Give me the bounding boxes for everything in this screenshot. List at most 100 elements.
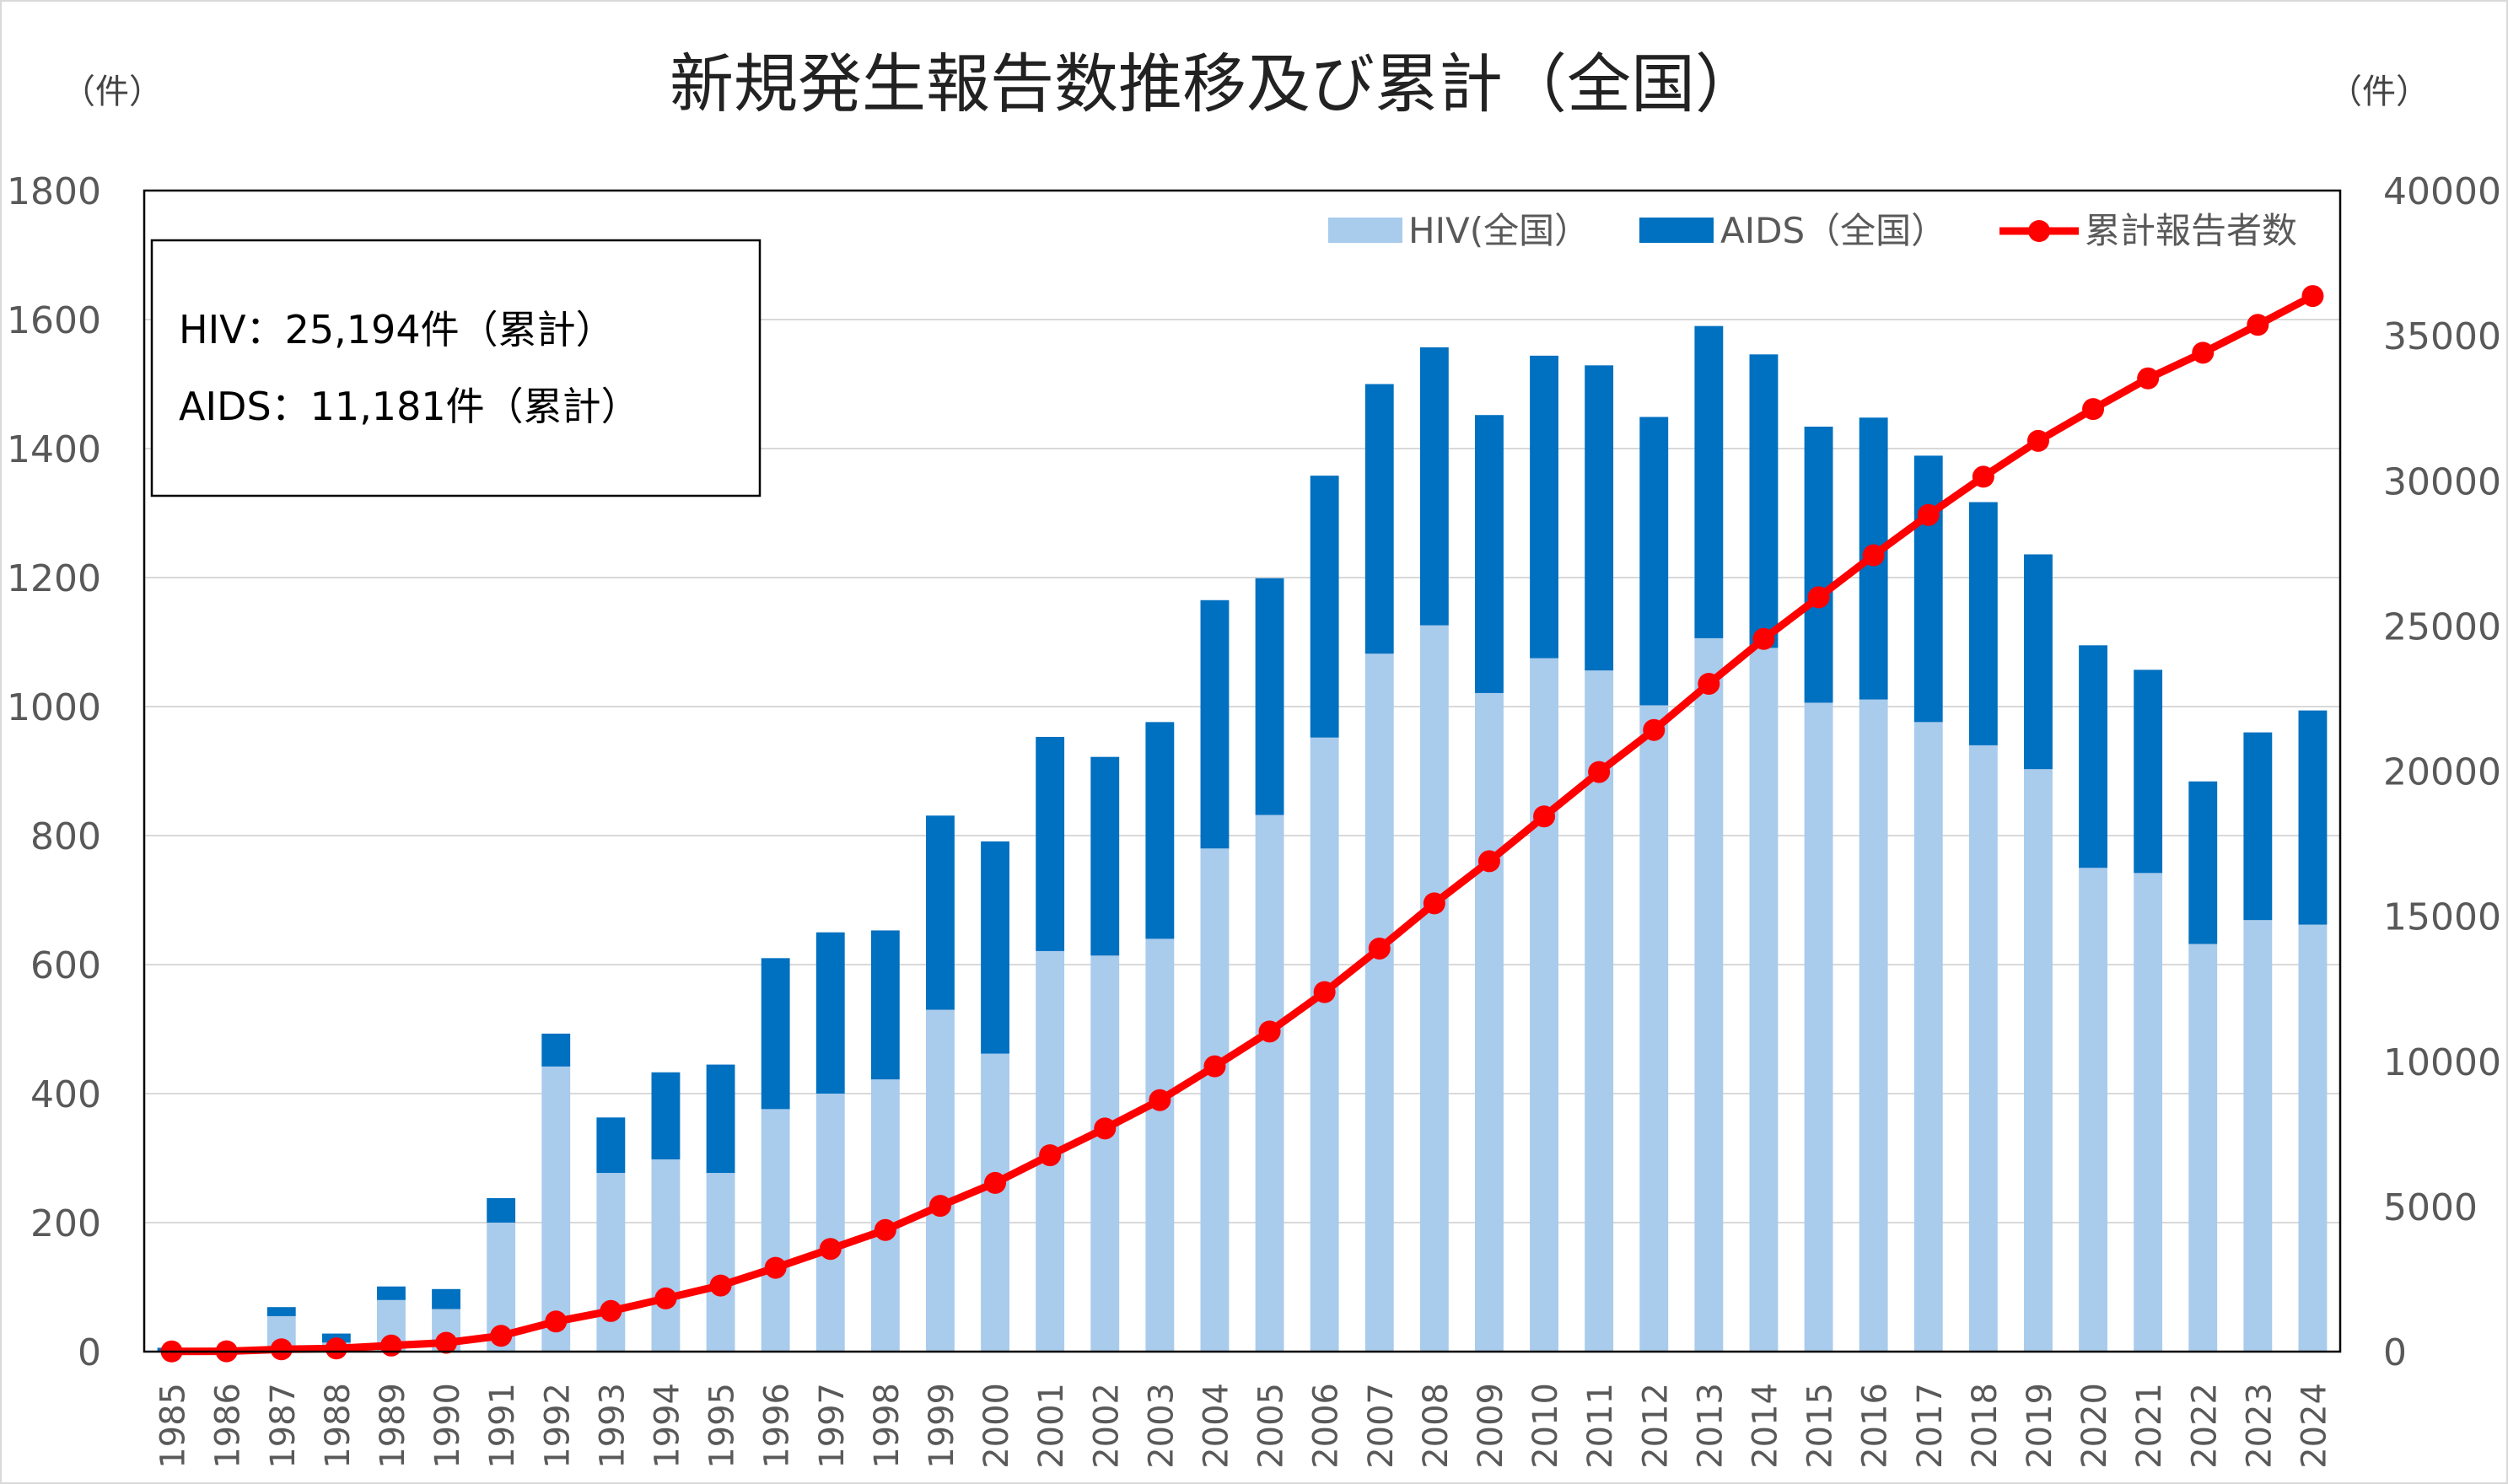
cumulative-point (2301, 285, 2324, 308)
left-tick-label: 1200 (7, 557, 101, 600)
cumulative-point (819, 1238, 842, 1261)
x-tick-label: 2001 (1032, 1383, 1071, 1469)
x-tick-label: 2023 (2240, 1383, 2279, 1469)
bar-hiv (651, 1159, 681, 1352)
bar-aids (1200, 600, 1230, 849)
legend: HIV(全国） AIDS（全国） 累計報告者数 (1328, 210, 2297, 251)
x-tick-label: 1997 (813, 1383, 852, 1469)
cumulative-point (1203, 1055, 1226, 1078)
bar-hiv (2188, 944, 2218, 1352)
bar-aids (596, 1117, 626, 1174)
cumulative-point (490, 1325, 513, 1347)
bar-aids (2079, 645, 2107, 868)
bar-hiv (870, 1079, 900, 1352)
x-tick-label: 2003 (1142, 1383, 1181, 1469)
cumulative-point (1917, 503, 1940, 526)
x-tick-label: 2024 (2295, 1383, 2333, 1469)
cumulative-point (874, 1218, 896, 1241)
bar-aids (2298, 710, 2328, 925)
bar-hiv (2243, 920, 2273, 1352)
cumulative-point (709, 1274, 732, 1297)
bar-aids (1749, 354, 1779, 648)
cumulative-point (1643, 718, 1666, 741)
cumulative-point (435, 1331, 458, 1354)
bar-hiv (981, 1053, 1009, 1352)
left-tick-label: 0 (78, 1331, 101, 1374)
right-axis-unit: （件） (2328, 73, 2430, 111)
cumulative-point (764, 1256, 787, 1279)
bar-aids (981, 841, 1009, 1054)
bar-hiv (1694, 637, 1724, 1352)
bar-hiv (761, 1109, 790, 1352)
cumulative-point (1477, 850, 1500, 873)
x-tick-label: 2020 (2075, 1383, 2114, 1469)
cumulative-line (160, 285, 2324, 1363)
cumulative-point (600, 1299, 622, 1322)
left-tick-label: 1000 (7, 686, 101, 729)
bar-hiv (1530, 658, 1558, 1352)
bar-hiv (1145, 938, 1175, 1352)
cumulative-point (1698, 672, 1720, 695)
left-tick-label: 400 (30, 1073, 101, 1116)
axes: 0 200 400 600 800 1000 1200 1400 1600 1800 0 5000 10… (7, 170, 2501, 1469)
x-tick-label: 2002 (1087, 1383, 1126, 1469)
cumulative-point (1094, 1117, 1117, 1140)
x-tick-label: 2021 (2130, 1383, 2169, 1469)
right-tick-label: 10000 (2383, 1041, 2501, 1084)
x-tick-label: 2015 (1801, 1383, 1840, 1469)
bar-hiv (2134, 873, 2163, 1352)
x-tick-label: 1994 (648, 1383, 686, 1469)
bar-hiv (1475, 692, 1504, 1352)
cumulative-point (984, 1171, 1007, 1194)
cumulative-point (2192, 341, 2215, 364)
annotation-box: HIV：25,194件（累計） AIDS：11,181件（累計） (150, 239, 762, 497)
bar-hiv (1419, 625, 1449, 1352)
legend-label-aids: AIDS（全国） (1720, 210, 1946, 251)
x-tick-label: 1999 (923, 1383, 961, 1469)
cumulative-point (1862, 544, 1885, 567)
cumulative-point (2026, 429, 2049, 452)
cumulative-point (270, 1338, 293, 1361)
legend-label-cumulative: 累計報告者数 (2085, 210, 2297, 251)
bar-aids (1968, 502, 1998, 745)
bar-aids (2243, 732, 2273, 921)
cumulative-point (1752, 627, 1775, 650)
bar-hiv (1090, 955, 1120, 1352)
cumulative-point (1807, 586, 1830, 609)
x-tick-label: 1988 (319, 1383, 358, 1469)
bar-aids (706, 1064, 735, 1174)
cumulative-point (1588, 761, 1611, 783)
right-tick-label: 0 (2383, 1331, 2407, 1374)
bar-aids (2134, 669, 2163, 874)
left-tick-label: 800 (30, 815, 101, 858)
bar-hiv (2024, 769, 2053, 1352)
bar-aids (1585, 365, 1614, 671)
cumulative-point (1313, 981, 1336, 1003)
cumulative-point (2082, 398, 2105, 421)
x-tick-label: 1985 (154, 1383, 193, 1469)
x-tick-label: 2013 (1691, 1383, 1730, 1469)
bar-aids (1419, 347, 1449, 626)
bar-aids (761, 958, 790, 1110)
cumulative-point (928, 1195, 951, 1218)
bar-aids (1036, 736, 1065, 951)
x-tick-label: 2006 (1307, 1383, 1346, 1469)
cumulative-point (1533, 805, 1556, 828)
right-tick-label: 35000 (2383, 315, 2501, 358)
bar-hiv (815, 1094, 845, 1352)
legend-swatch-aids (1639, 218, 1714, 243)
cumulative-point (1149, 1089, 1171, 1111)
right-tick-label: 15000 (2383, 896, 2501, 939)
x-tick-label: 1992 (538, 1383, 577, 1469)
x-tick-label: 1987 (264, 1383, 303, 1469)
cumulative-point (1368, 937, 1391, 960)
x-tick-label: 1998 (868, 1383, 907, 1469)
legend-label-hiv: HIV(全国） (1408, 210, 1590, 251)
left-tick-label: 1800 (7, 170, 101, 213)
bar-aids (1475, 415, 1504, 693)
right-tick-label: 40000 (2383, 170, 2501, 213)
x-tick-label: 2017 (1911, 1383, 1950, 1469)
bar-aids (1913, 455, 1943, 723)
legend-marker-cumulative (2028, 220, 2050, 242)
